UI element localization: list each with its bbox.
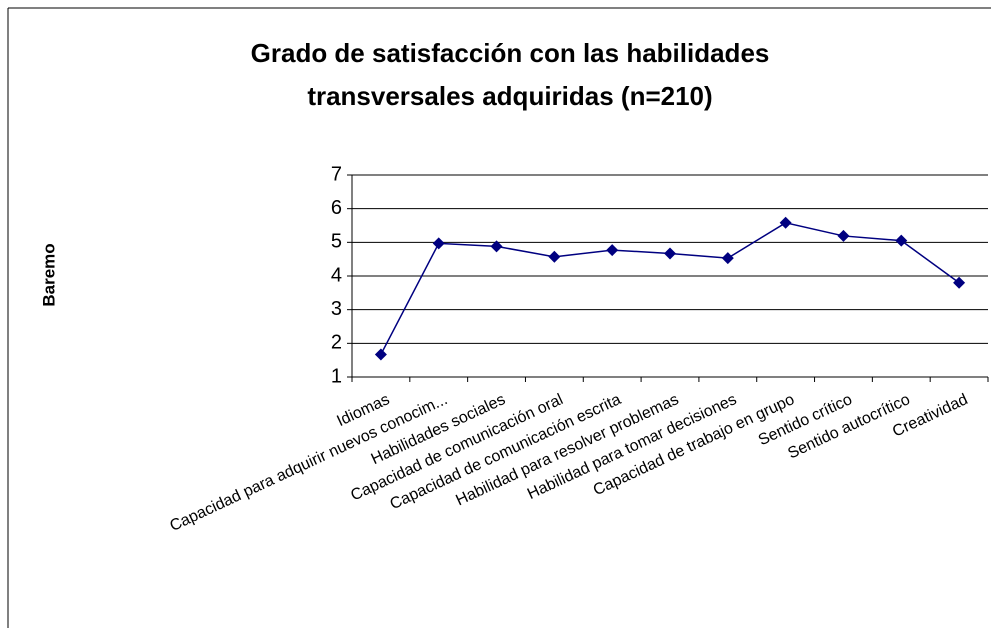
chart-title: Grado de satisfacción con las habilidade… xyxy=(251,38,770,68)
marker xyxy=(953,276,966,289)
y-tick-label: 6 xyxy=(331,197,342,219)
marker xyxy=(490,240,503,253)
marker xyxy=(432,237,445,250)
y-axis-label: Baremo xyxy=(39,243,58,306)
marker xyxy=(779,216,792,229)
y-tick-label: 1 xyxy=(331,365,342,387)
marker xyxy=(374,348,387,361)
marker xyxy=(895,234,908,247)
y-tick-label: 4 xyxy=(331,264,342,286)
y-tick-label: 3 xyxy=(331,298,342,320)
y-tick-label: 5 xyxy=(331,231,342,253)
marker xyxy=(548,250,561,263)
chart-title: transversales adquiridas (n=210) xyxy=(307,81,712,111)
y-tick-label: 7 xyxy=(331,163,342,185)
marker xyxy=(721,252,734,265)
y-tick-label: 2 xyxy=(331,332,342,354)
marker xyxy=(606,244,619,257)
marker xyxy=(664,247,676,260)
marker xyxy=(837,229,850,242)
